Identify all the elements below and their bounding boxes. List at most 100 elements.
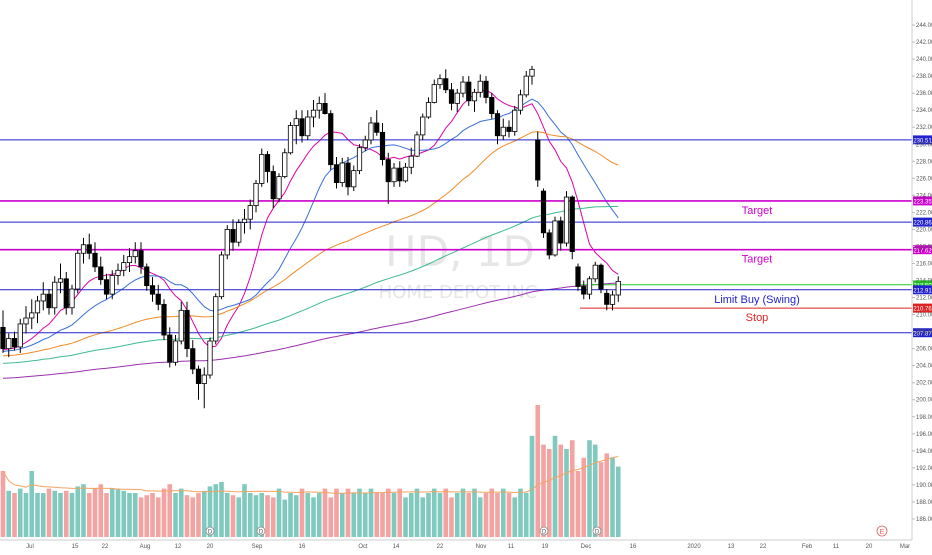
volume-bar [311, 497, 316, 537]
candle-body [448, 89, 455, 104]
candle-body [345, 162, 351, 188]
volume-bar [615, 466, 621, 537]
x-tick-label: Oct [358, 544, 368, 550]
candle-body [322, 102, 328, 115]
x-tick-label: Sep [252, 544, 263, 550]
x-tick-label: 11 [508, 544, 515, 550]
event-marker-label: D [595, 530, 600, 536]
volume-bar [552, 435, 558, 537]
candle-body [540, 190, 547, 234]
volume-bars [0, 405, 621, 537]
price-level-lines[interactable]: 230.51Target223.35220.86Target217.62213.… [0, 135, 932, 337]
event-marker-label: D [259, 530, 264, 536]
y-tick-label: 216.00 [916, 261, 932, 267]
candle-body [489, 97, 495, 115]
candle-body [581, 286, 587, 295]
volume-bar [477, 497, 483, 537]
volume-bar [196, 493, 201, 537]
candle-body [437, 78, 443, 86]
volume-bar [466, 493, 472, 537]
volume-bar [190, 497, 196, 537]
x-tick-label: 13 [728, 544, 735, 550]
volume-bar [512, 497, 518, 537]
candle-body [98, 266, 104, 281]
event-marker [539, 526, 549, 536]
candle-body [69, 288, 75, 309]
volume-bar [483, 493, 489, 537]
y-tick-label: 208.00 [916, 330, 932, 336]
event-marker-label: E [880, 529, 885, 536]
volume-bar [403, 497, 408, 537]
candle-body [443, 78, 449, 91]
y-tick-label: 236.00 [916, 91, 932, 97]
candle-body [385, 159, 391, 183]
candle-body [149, 285, 156, 295]
candle-body [109, 275, 115, 295]
candle-body [121, 262, 127, 271]
candle-body [558, 220, 564, 244]
event-marker [592, 526, 602, 536]
price-level-tag [913, 196, 932, 206]
candle-body [0, 326, 6, 350]
volume-bar [109, 488, 115, 537]
volume-bar [98, 484, 104, 537]
candle-body [339, 162, 345, 183]
candle-body [552, 220, 558, 256]
volume-bar [236, 497, 242, 537]
volume-bar [213, 484, 219, 537]
y-tick-label: 218.00 [916, 244, 932, 250]
candle-body [402, 166, 409, 182]
volume-bar [29, 471, 35, 537]
candle-body [178, 309, 184, 342]
time-axis[interactable]: Jul 15 22 Aug 12 20 Sep 16 Oct 14 22 Nov 11 19 Dec 16 20… [26, 544, 910, 550]
candle-body [63, 278, 69, 309]
candle-body [615, 280, 621, 296]
y-tick-label: 190.00 [916, 483, 932, 489]
volume-bar [161, 488, 167, 537]
volume-bar [420, 497, 426, 537]
candle-body [414, 134, 420, 157]
y-tick-label: 206.00 [916, 347, 932, 353]
volume-bar [69, 493, 75, 537]
candle-body [362, 139, 368, 149]
y-tick-label: 240.00 [916, 57, 932, 63]
volume-bar [81, 484, 86, 537]
volume-bar [0, 471, 6, 537]
price-axis[interactable]: 186.00 188.00 190.00 192.00 194.00 196.00 198.… [912, 23, 932, 523]
y-tick-label: 186.00 [916, 517, 932, 523]
candle-body [316, 102, 322, 111]
candle-body [247, 205, 253, 220]
volume-bar [150, 493, 155, 537]
y-tick-label: 200.00 [916, 398, 932, 404]
price-level-tag [913, 245, 932, 255]
candle-body [356, 147, 363, 172]
candle-body [207, 340, 213, 376]
volume-bar [334, 488, 339, 537]
volume-bar [443, 488, 449, 537]
y-tick-label: 212.00 [916, 296, 932, 302]
volume-bar [207, 486, 213, 537]
volume-bar [368, 488, 374, 537]
candle-body [34, 300, 41, 314]
price-level-tag-label: 223.35 [913, 199, 932, 205]
volume-bar [265, 495, 270, 537]
candle-body [52, 281, 58, 309]
candle-body [512, 109, 518, 132]
volume-bar [276, 488, 282, 537]
candle-body [17, 323, 23, 348]
candle-body [454, 92, 460, 104]
volume-bar [426, 493, 431, 537]
candle-body [351, 170, 357, 188]
candle-body [483, 80, 489, 98]
volume-bar [362, 493, 368, 537]
candle-body [259, 154, 265, 184]
candle-body [287, 125, 294, 154]
volume-bar [132, 493, 138, 537]
candle-body [75, 252, 81, 290]
moving-average-line [2, 205, 619, 364]
volume-bar [339, 493, 345, 537]
x-tick-label: 16 [299, 544, 306, 550]
volume-bar [293, 495, 299, 537]
volume-bar [46, 488, 52, 537]
